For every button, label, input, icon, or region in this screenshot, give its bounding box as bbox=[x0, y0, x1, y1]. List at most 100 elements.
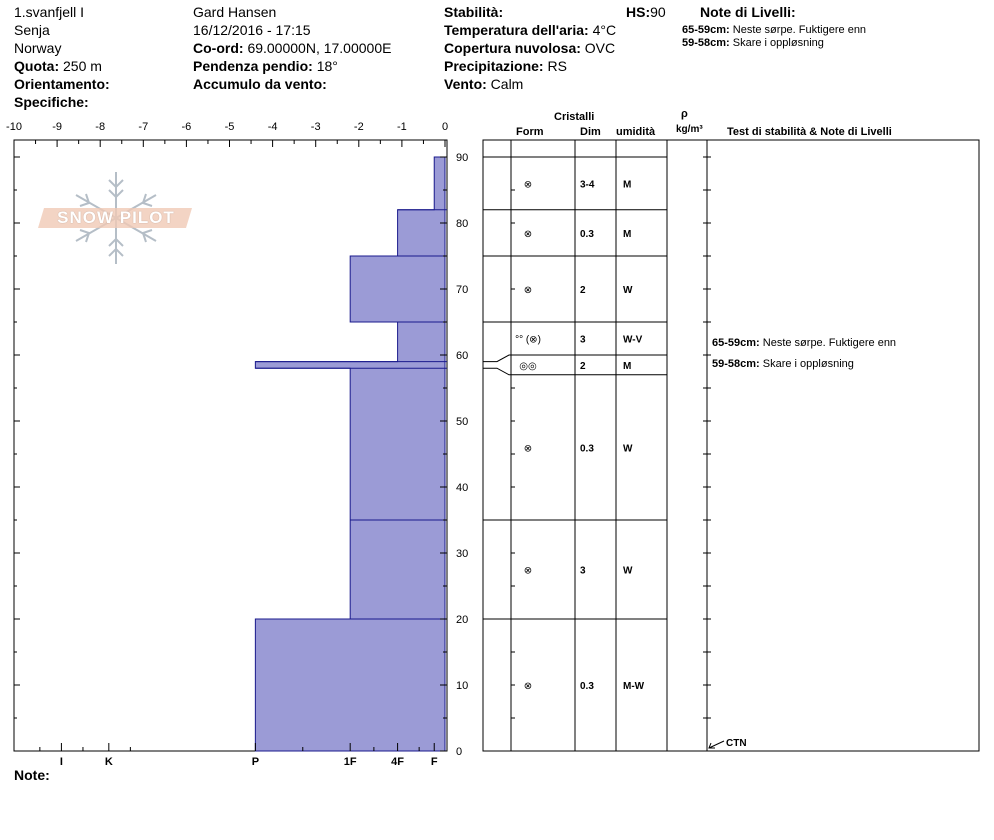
hardness-tick-label: 1F bbox=[344, 756, 357, 768]
observer-name: Gard Hansen bbox=[193, 4, 277, 20]
cloud-cover: Copertura nuvolosa: OVC bbox=[444, 40, 615, 57]
layer-connector-line bbox=[483, 367, 511, 376]
layer-note-range: 59-58cm: bbox=[712, 358, 763, 370]
temperature-tick-label: 0 bbox=[442, 121, 448, 133]
ctn-label: CTN bbox=[726, 738, 747, 749]
elevation: Quota: 250 m bbox=[14, 58, 102, 75]
hardness-tick-label: 4F bbox=[391, 756, 404, 768]
aspect-label: Orientamento: bbox=[14, 76, 110, 92]
wind: Vento: Calm bbox=[444, 76, 523, 93]
site-name: 1.svanfjell I bbox=[14, 4, 85, 20]
coordinates: Co-ord: 69.00000N, 17.00000E bbox=[193, 40, 391, 57]
depth-tick-label: 20 bbox=[456, 614, 468, 626]
temperature-tick-label: -2 bbox=[354, 121, 364, 133]
crystal-form-symbol: ⊗ bbox=[524, 443, 532, 454]
observation-datetime: 16/12/2016 - 17:15 bbox=[193, 22, 311, 38]
humidity-value: M bbox=[623, 229, 631, 240]
depth-tick-label: 40 bbox=[456, 482, 468, 494]
header-layer-note: 59-58cm: Skare i oppløsning bbox=[682, 37, 824, 50]
elevation-value: 250 m bbox=[63, 58, 102, 74]
depth-tick-label: 80 bbox=[456, 218, 468, 230]
crystal-size-value: 0.3 bbox=[580, 229, 594, 240]
air-temp-label: Temperatura dell'aria: bbox=[444, 22, 589, 38]
footer-note-label: Note: bbox=[14, 767, 50, 783]
crystal-form-symbol: ⊗ bbox=[524, 566, 532, 577]
stability-label: Stabilità: bbox=[444, 4, 504, 20]
temperature-tick-label: -7 bbox=[138, 121, 148, 133]
crystal-form-symbol: ◎◎ bbox=[519, 361, 537, 372]
humidity-value: W bbox=[623, 443, 633, 454]
crystal-size-value: 2 bbox=[580, 285, 586, 296]
crystal-size-value: 0.3 bbox=[580, 443, 594, 454]
wind-label: Vento: bbox=[444, 76, 487, 92]
crystal-size-value: 3 bbox=[580, 335, 586, 346]
cloud-value: OVC bbox=[584, 40, 616, 56]
snow-height: HS:90 bbox=[626, 4, 666, 21]
coordinates-value: 69.00000N, 17.00000E bbox=[247, 40, 392, 56]
density-unit: kg/m³ bbox=[676, 124, 703, 135]
wind-loading-label: Accumulo da vento: bbox=[193, 76, 327, 92]
humidity-value: W-V bbox=[623, 335, 643, 346]
humidity-value: M-W bbox=[623, 681, 645, 692]
crystal-form-symbol: ⊗ bbox=[524, 681, 532, 692]
temperature-tick-label: -1 bbox=[397, 121, 407, 133]
tests-notes-header: Test di stabilità & Note di Livelli bbox=[727, 126, 892, 138]
temperature-tick-label: -4 bbox=[268, 121, 278, 133]
header-layer-note-range: 65-59cm: bbox=[682, 24, 730, 36]
temperature-tick-label: -8 bbox=[95, 121, 105, 133]
snowflake-icon bbox=[38, 172, 192, 264]
depth-tick-label: 30 bbox=[456, 548, 468, 560]
form-header: Form bbox=[516, 126, 544, 138]
layer-note: 65-59cm: Neste sørpe. Fuktigere enn bbox=[712, 337, 896, 349]
slope: Pendenza pendio: 18° bbox=[193, 58, 338, 75]
precip-label: Precipitazione: bbox=[444, 58, 544, 74]
temperature-tick-label: -6 bbox=[182, 121, 192, 133]
precipitation: Precipitazione: RS bbox=[444, 58, 567, 75]
region-name: Senja bbox=[14, 22, 50, 38]
humidity-value: W bbox=[623, 285, 633, 296]
layer-connector-line bbox=[483, 354, 511, 363]
layer-note-text: Neste sørpe. Fuktigere enn bbox=[763, 337, 896, 349]
hardness-profile-area bbox=[254, 156, 446, 752]
depth-tick-label: 10 bbox=[456, 680, 468, 692]
country-name: Norway bbox=[14, 40, 62, 56]
layer-note-text: Skare i oppløsning bbox=[763, 358, 854, 370]
crystal-size-value: 3-4 bbox=[580, 179, 595, 190]
hardness-tick-label: P bbox=[252, 756, 259, 768]
cloud-label: Copertura nuvolosa: bbox=[444, 40, 581, 56]
hardness-tick-label: F bbox=[431, 756, 438, 768]
slope-label: Pendenza pendio: bbox=[193, 58, 313, 74]
humidity-header: umidità bbox=[616, 126, 656, 138]
crystal-form-symbol: ⊗ bbox=[524, 229, 532, 240]
hs-value: 90 bbox=[650, 4, 666, 20]
ctn-arrow-icon bbox=[708, 742, 715, 749]
hardness-tick-label: I bbox=[60, 756, 63, 768]
dim-header: Dim bbox=[580, 126, 601, 138]
wind-value: Calm bbox=[490, 76, 524, 92]
layer-note-range: 65-59cm: bbox=[712, 337, 763, 349]
depth-tick-label: 0 bbox=[456, 746, 462, 758]
specifics-label: Specifiche: bbox=[14, 94, 89, 110]
header-layer-note-range: 59-58cm: bbox=[682, 37, 730, 49]
hardness-tick-label: K bbox=[105, 756, 113, 768]
layer-notes-title: Note di Livelli: bbox=[700, 4, 796, 20]
header-layer-note: 65-59cm: Neste sørpe. Fuktigere enn bbox=[682, 24, 866, 37]
precip-value: RS bbox=[547, 58, 567, 74]
layer-note: 59-58cm: Skare i oppløsning bbox=[712, 358, 854, 370]
depth-tick-label: 90 bbox=[456, 152, 468, 164]
snow-pilot-logo: SNOW PILOT bbox=[36, 168, 196, 268]
hardness-plot-frame bbox=[13, 139, 448, 752]
header-layer-note-text: Neste sørpe. Fuktigere enn bbox=[732, 24, 867, 36]
layer-table-frame bbox=[482, 139, 980, 752]
logo-text: SNOW PILOT bbox=[57, 208, 175, 227]
crystal-size-value: 2 bbox=[580, 361, 586, 372]
hs-label: HS: bbox=[626, 4, 651, 20]
temperature-tick-label: -3 bbox=[311, 121, 321, 133]
crystals-header: Cristalli bbox=[554, 111, 595, 123]
elevation-label: Quota: bbox=[14, 58, 60, 74]
air-temp-value: 4°C bbox=[592, 22, 617, 38]
crystal-form-symbol: ⊗ bbox=[524, 179, 532, 190]
crystal-form-symbol: ⊗ bbox=[524, 285, 532, 296]
ctn-marker-line bbox=[708, 740, 725, 749]
